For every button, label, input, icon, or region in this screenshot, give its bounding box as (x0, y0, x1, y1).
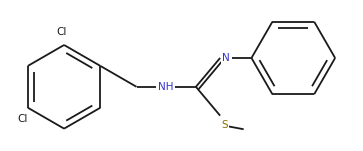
Text: NH: NH (158, 82, 174, 92)
Text: S: S (221, 120, 228, 130)
Text: Cl: Cl (18, 114, 28, 124)
Text: Cl: Cl (57, 27, 67, 37)
Text: N: N (222, 53, 230, 63)
